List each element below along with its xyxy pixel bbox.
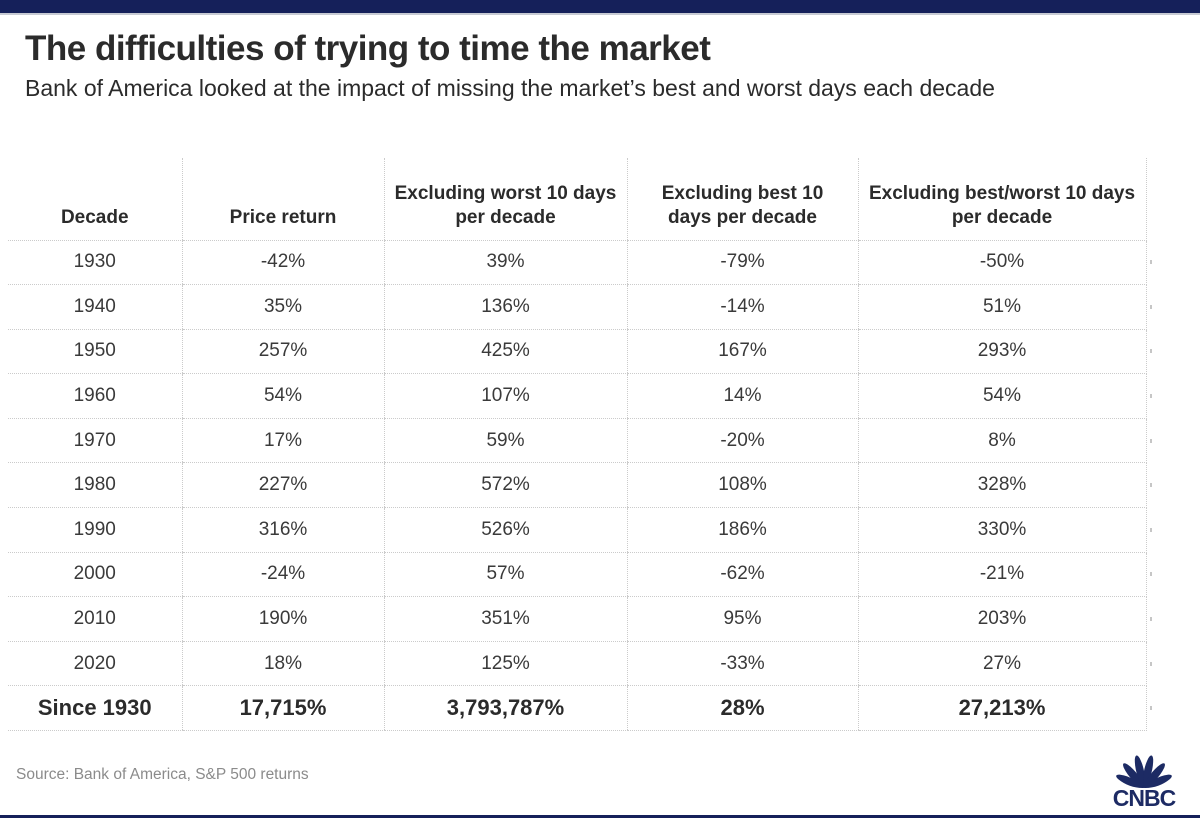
value-cell: 3,793,787%	[383, 685, 627, 732]
value-cell: 51%	[857, 284, 1147, 330]
row-label-cell: 1930	[8, 240, 182, 286]
row-label-cell: 1960	[8, 373, 182, 419]
top-accent-bar	[0, 0, 1200, 15]
table-row: 1960 54% 107% 14% 54%	[8, 373, 1147, 419]
row-tick	[1150, 329, 1156, 374]
value-cell: 27%	[857, 641, 1147, 687]
row-tick	[1150, 240, 1156, 285]
value-cell: 17%	[181, 418, 384, 464]
value-cell: 17,715%	[181, 685, 384, 732]
column-header: Excluding worst 10 days per decade	[383, 158, 627, 241]
table-row: 2010 190% 351% 95% 203%	[8, 596, 1147, 642]
row-tick	[1150, 641, 1156, 686]
value-cell: 330%	[857, 507, 1147, 553]
table-row: 2020 18% 125% -33% 27%	[8, 641, 1147, 687]
source-note: Source: Bank of America, S&P 500 returns	[16, 766, 309, 783]
value-cell: -21%	[857, 552, 1147, 598]
bottom-accent-bar	[0, 815, 1200, 818]
table-row: 1970 17% 59% -20% 8%	[8, 418, 1147, 464]
value-cell: 257%	[181, 329, 384, 375]
returns-table: Decade Price return Excluding worst 10 day…	[8, 158, 1147, 732]
table-row: 1930 -42% 39% -79% -50%	[8, 240, 1147, 286]
value-cell: 54%	[857, 373, 1147, 419]
row-label-cell: 1970	[8, 418, 182, 464]
value-cell: 27,213%	[857, 685, 1147, 732]
value-cell: 136%	[383, 284, 627, 330]
row-tick	[1150, 374, 1156, 419]
value-cell: 108%	[626, 462, 858, 509]
peacock-icon: CNBC	[1113, 755, 1177, 811]
value-cell: 328%	[857, 462, 1147, 509]
value-cell: 572%	[383, 462, 627, 509]
column-header: Price return	[181, 158, 384, 241]
row-tick	[1150, 285, 1156, 330]
value-cell: 316%	[181, 507, 384, 553]
value-cell: 28%	[626, 685, 858, 732]
value-cell: -24%	[181, 552, 384, 598]
row-tick	[1150, 686, 1156, 731]
table-header: Decade Price return Excluding worst 10 day…	[8, 158, 1147, 241]
table-row: 1950 257% 425% 167% 293%	[8, 329, 1147, 375]
value-cell: 167%	[626, 329, 858, 375]
value-cell: 57%	[383, 552, 627, 598]
row-label-cell: Since 1930	[8, 685, 182, 732]
value-cell: -62%	[626, 552, 858, 598]
value-cell: 54%	[181, 373, 384, 419]
column-header: Excluding best 10 days per decade	[626, 158, 858, 241]
value-cell: -14%	[626, 284, 858, 330]
value-cell: 293%	[857, 329, 1147, 375]
row-ticks	[1150, 240, 1156, 731]
row-label-cell: 2010	[8, 596, 182, 642]
value-cell: -79%	[626, 240, 858, 286]
value-cell: 18%	[181, 641, 384, 687]
table-row: 1990 316% 526% 186% 330%	[8, 507, 1147, 553]
value-cell: 227%	[181, 462, 384, 509]
row-label-cell: 2020	[8, 641, 182, 687]
value-cell: -20%	[626, 418, 858, 464]
value-cell: 35%	[181, 284, 384, 330]
value-cell: 95%	[626, 596, 858, 642]
cnbc-wordmark: CNBC	[1113, 785, 1176, 810]
column-header: Excluding best/worst 10 days per decade	[857, 158, 1147, 241]
row-label-cell: 1980	[8, 462, 182, 509]
value-cell: 203%	[857, 596, 1147, 642]
value-cell: 351%	[383, 596, 627, 642]
value-cell: -33%	[626, 641, 858, 687]
row-tick	[1150, 463, 1156, 508]
table-row: Since 1930 17,715% 3,793,787% 28% 27,213%	[8, 685, 1147, 732]
header-row: Decade Price return Excluding worst 10 day…	[8, 158, 1147, 241]
row-label-cell: 1990	[8, 507, 182, 553]
row-tick	[1150, 552, 1156, 597]
row-tick	[1150, 597, 1156, 642]
table-row: 2000 -24% 57% -62% -21%	[8, 552, 1147, 598]
column-header: Decade	[8, 158, 182, 241]
table-row: 1980 227% 572% 108% 328%	[8, 462, 1147, 509]
value-cell: -42%	[181, 240, 384, 286]
value-cell: 107%	[383, 373, 627, 419]
value-cell: 526%	[383, 507, 627, 553]
row-label-cell: 2000	[8, 552, 182, 598]
chart-title: The difficulties of trying to time the m…	[25, 29, 711, 68]
chart-subtitle: Bank of America looked at the impact of …	[25, 75, 995, 101]
value-cell: 39%	[383, 240, 627, 286]
value-cell: 186%	[626, 507, 858, 553]
cnbc-logo: CNBC	[1104, 746, 1184, 811]
row-label-cell: 1950	[8, 329, 182, 375]
value-cell: 125%	[383, 641, 627, 687]
value-cell: 190%	[181, 596, 384, 642]
row-tick	[1150, 508, 1156, 553]
value-cell: 59%	[383, 418, 627, 464]
value-cell: 425%	[383, 329, 627, 375]
value-cell: 14%	[626, 373, 858, 419]
row-label-cell: 1940	[8, 284, 182, 330]
table-row: 1940 35% 136% -14% 51%	[8, 284, 1147, 330]
row-tick	[1150, 418, 1156, 463]
value-cell: 8%	[857, 418, 1147, 464]
value-cell: -50%	[857, 240, 1147, 286]
